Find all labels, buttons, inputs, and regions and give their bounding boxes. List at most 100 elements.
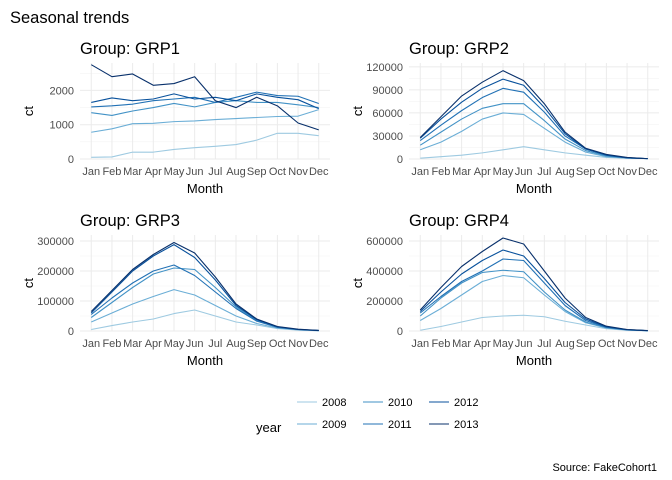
series-line-2009 xyxy=(91,109,319,133)
x-tick-label: Jan xyxy=(82,338,100,350)
y-tick-label: 400000 xyxy=(366,266,403,278)
x-tick-label: Dec xyxy=(309,166,329,178)
x-tick-label: Dec xyxy=(638,338,658,350)
panel-1-y-axis-label: ct xyxy=(21,106,36,117)
y-tick-label: 30000 xyxy=(372,131,403,143)
series-line-2011 xyxy=(91,91,319,108)
x-tick-label: Jun xyxy=(515,166,533,178)
series-line-2013 xyxy=(419,237,648,332)
series-line-2008 xyxy=(420,314,648,332)
x-tick-label: Jul xyxy=(208,166,222,178)
y-tick-label: 120000 xyxy=(366,62,403,74)
panel-4-x-axis-label: Month xyxy=(516,353,552,368)
x-tick-label: Nov xyxy=(617,338,637,350)
y-tick-label: 600000 xyxy=(366,236,403,248)
x-tick-label: Sep xyxy=(576,166,596,178)
series-line-2013 xyxy=(419,70,648,160)
x-tick-label: May xyxy=(493,166,514,178)
panel-2-x-axis-label: Month xyxy=(516,181,552,196)
x-tick-label: Oct xyxy=(598,166,615,178)
series-line-2010 xyxy=(419,103,648,160)
series-line-2010 xyxy=(91,100,319,117)
y-tick-label: 2000 xyxy=(50,85,74,97)
x-tick-label: Aug xyxy=(555,166,575,178)
x-tick-label: Jul xyxy=(537,166,551,178)
x-tick-label: Nov xyxy=(288,338,308,350)
panel-1-grid xyxy=(80,63,330,160)
legend-label: 2010 xyxy=(388,397,412,409)
y-tick-label: 0 xyxy=(68,326,74,338)
series-line-2012 xyxy=(91,93,319,110)
x-tick-label: Dec xyxy=(638,166,658,178)
y-tick-label: 0 xyxy=(397,326,403,338)
series-line-2008 xyxy=(91,132,319,158)
y-tick-label: 60000 xyxy=(372,108,403,120)
y-tick-label: 0 xyxy=(68,154,74,166)
panel-2-title: Group: GRP2 xyxy=(409,40,509,58)
legend-item-2013: 2013 xyxy=(429,419,478,431)
panel-3-grid xyxy=(80,235,330,332)
figure-title: Seasonal trends xyxy=(10,9,129,27)
legend: year 2008 2009 2010 2011 2012 2013 xyxy=(256,397,478,435)
x-tick-label: Nov xyxy=(288,166,308,178)
x-tick-label: Mar xyxy=(452,338,471,350)
x-tick-label: Jun xyxy=(515,338,533,350)
series-line-2013 xyxy=(90,241,319,331)
legend-label: 2009 xyxy=(322,419,346,431)
legend-item-2008: 2008 xyxy=(297,397,346,409)
panel-4-series xyxy=(419,237,648,332)
x-tick-label: Mar xyxy=(452,166,471,178)
y-tick-label: 0 xyxy=(397,154,403,166)
x-tick-label: Feb xyxy=(431,338,450,350)
legend-item-2009: 2009 xyxy=(297,419,346,431)
panel-1-series xyxy=(90,64,319,158)
panel-1-title: Group: GRP1 xyxy=(80,40,180,58)
legend-label: 2012 xyxy=(454,397,478,409)
panel-1-x-axis-label: Month xyxy=(187,181,223,196)
x-tick-label: May xyxy=(164,166,185,178)
x-tick-label: Jul xyxy=(208,338,222,350)
x-tick-label: May xyxy=(493,338,514,350)
x-tick-label: Feb xyxy=(102,338,121,350)
y-tick-label: 100000 xyxy=(37,296,74,308)
y-tick-label: 1000 xyxy=(50,120,74,132)
series-line-2009 xyxy=(420,112,648,160)
x-tick-label: Mar xyxy=(123,338,142,350)
x-tick-label: Apr xyxy=(474,166,491,178)
panel-3-y-axis-label: ct xyxy=(21,278,36,289)
x-tick-label: Sep xyxy=(247,166,267,178)
x-tick-label: Jun xyxy=(186,166,204,178)
series-line-2008 xyxy=(420,146,648,160)
legend-label: 2013 xyxy=(454,419,478,431)
x-tick-label: Sep xyxy=(247,338,267,350)
series-line-2012 xyxy=(419,78,648,160)
x-tick-label: Aug xyxy=(226,338,246,350)
panel-1: Group: GRP1 0 1000 2000 Jan Feb Mar Apr May Jun Ju… xyxy=(21,40,330,196)
y-tick-label: 90000 xyxy=(372,85,403,97)
legend-item-2012: 2012 xyxy=(429,397,478,409)
panel-2-y-axis-label: ct xyxy=(350,106,365,117)
x-tick-label: Jan xyxy=(411,338,429,350)
x-tick-label: Apr xyxy=(145,166,162,178)
series-line-2013 xyxy=(90,64,319,131)
x-tick-label: Feb xyxy=(431,166,450,178)
x-tick-label: Jul xyxy=(537,338,551,350)
x-tick-label: Apr xyxy=(145,338,162,350)
x-tick-label: Feb xyxy=(102,166,121,178)
y-tick-label: 200000 xyxy=(37,266,74,278)
panel-3-x-axis-label: Month xyxy=(187,353,223,368)
x-tick-label: Sep xyxy=(576,338,596,350)
x-tick-label: Oct xyxy=(269,166,286,178)
y-tick-label: 200000 xyxy=(366,296,403,308)
legend-title: year xyxy=(256,420,282,435)
x-tick-label: Nov xyxy=(617,166,637,178)
x-tick-label: Jan xyxy=(82,166,100,178)
legend-label: 2011 xyxy=(388,419,412,431)
x-tick-label: Aug xyxy=(555,338,575,350)
x-tick-label: Oct xyxy=(598,338,615,350)
legend-item-2010: 2010 xyxy=(363,397,412,409)
